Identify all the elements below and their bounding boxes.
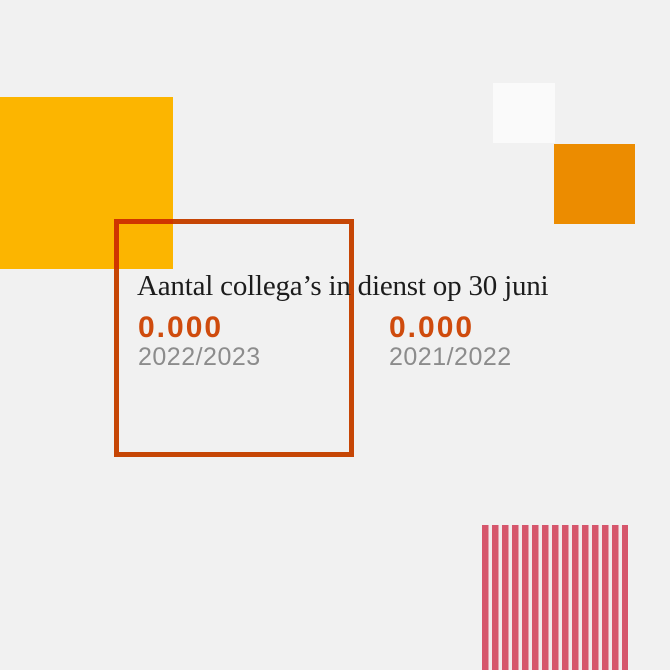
white-square-decoration <box>493 83 555 143</box>
outline-square-decoration <box>114 219 354 457</box>
stat-period-label-2022-2023: 2022/2023 <box>138 343 261 371</box>
orange-square-decoration <box>554 144 635 224</box>
amber-square-decoration <box>0 97 173 269</box>
stat-period-label-2021-2022: 2021/2022 <box>389 343 512 371</box>
stat-value-2021-2022: 0.000 <box>389 311 475 344</box>
stat-value-2022-2023: 0.000 <box>138 311 224 344</box>
striped-pattern-decoration <box>482 525 628 670</box>
page-title: Aantal collega’s in dienst op 30 juni <box>137 270 549 302</box>
